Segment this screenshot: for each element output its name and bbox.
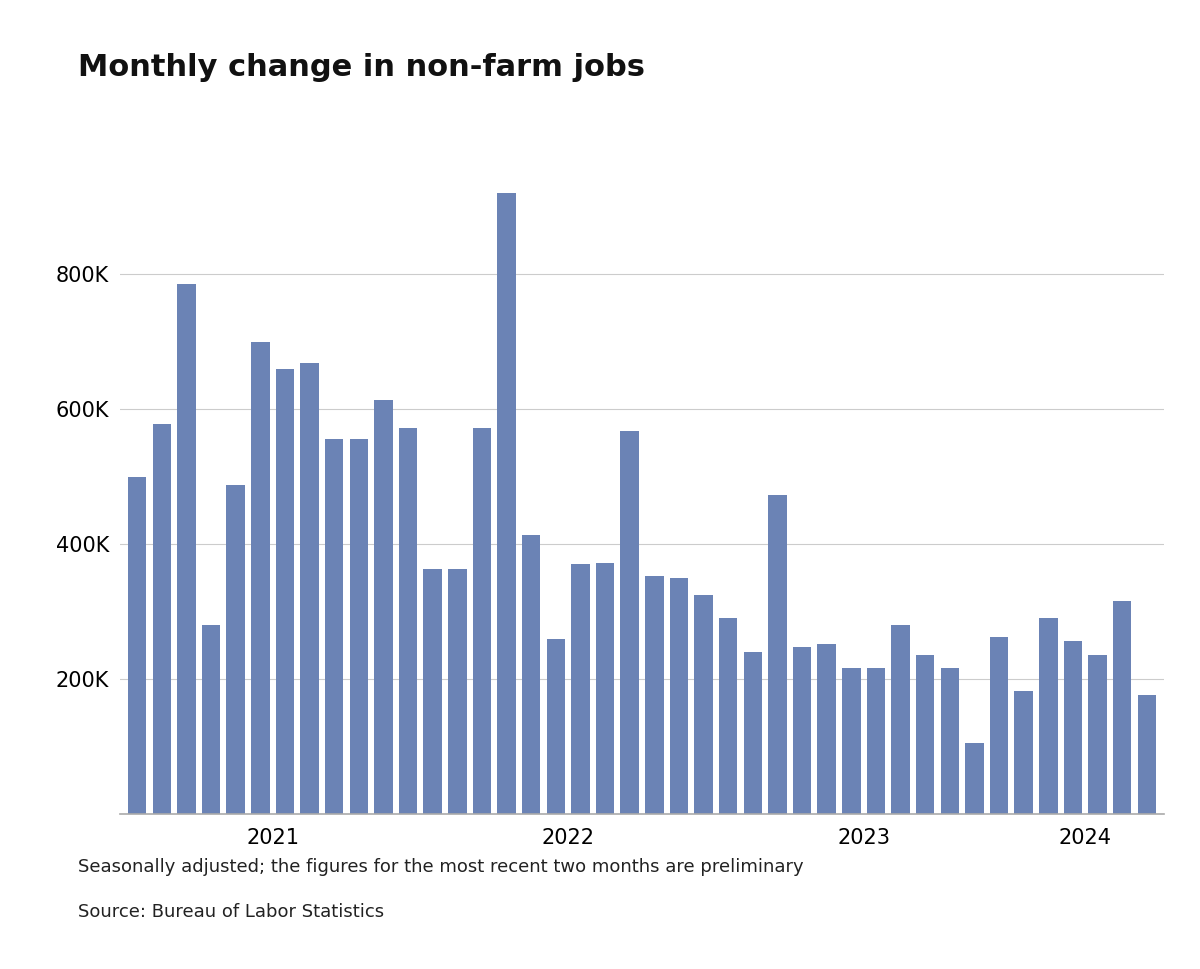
Bar — [251, 342, 270, 814]
Bar — [374, 400, 392, 814]
Bar — [227, 484, 245, 814]
Bar — [276, 369, 294, 814]
Bar — [695, 595, 713, 814]
Bar — [620, 431, 638, 814]
Bar — [300, 363, 319, 814]
Bar — [646, 576, 664, 814]
Bar — [1112, 602, 1132, 814]
Bar — [448, 569, 467, 814]
Bar — [744, 652, 762, 814]
Bar — [128, 477, 146, 814]
Bar — [522, 535, 540, 814]
Bar — [398, 428, 418, 814]
Bar — [793, 646, 811, 814]
Bar — [596, 563, 614, 814]
Text: Monthly change in non-farm jobs: Monthly change in non-farm jobs — [78, 53, 646, 82]
Text: Source: Bureau of Labor Statistics: Source: Bureau of Labor Statistics — [78, 903, 384, 922]
Bar — [1088, 655, 1106, 814]
Bar — [768, 495, 787, 814]
Bar — [1014, 691, 1033, 814]
Bar — [571, 564, 589, 814]
Bar — [325, 439, 343, 814]
Bar — [866, 668, 886, 814]
Bar — [152, 424, 172, 814]
Bar — [178, 285, 196, 814]
Bar — [473, 428, 491, 814]
Bar — [1138, 695, 1156, 814]
Bar — [424, 569, 442, 814]
Bar — [990, 638, 1008, 814]
Bar — [965, 743, 984, 814]
Bar — [546, 639, 565, 814]
Bar — [916, 655, 935, 814]
Bar — [349, 439, 368, 814]
Bar — [1039, 618, 1057, 814]
Bar — [670, 578, 688, 814]
Bar — [202, 625, 221, 814]
Bar — [941, 669, 959, 814]
Bar — [719, 618, 738, 814]
Bar — [1063, 641, 1082, 814]
Bar — [497, 194, 516, 814]
Bar — [817, 644, 836, 814]
Bar — [842, 668, 860, 814]
Bar — [892, 625, 910, 814]
Text: Seasonally adjusted; the figures for the most recent two months are preliminary: Seasonally adjusted; the figures for the… — [78, 858, 804, 876]
